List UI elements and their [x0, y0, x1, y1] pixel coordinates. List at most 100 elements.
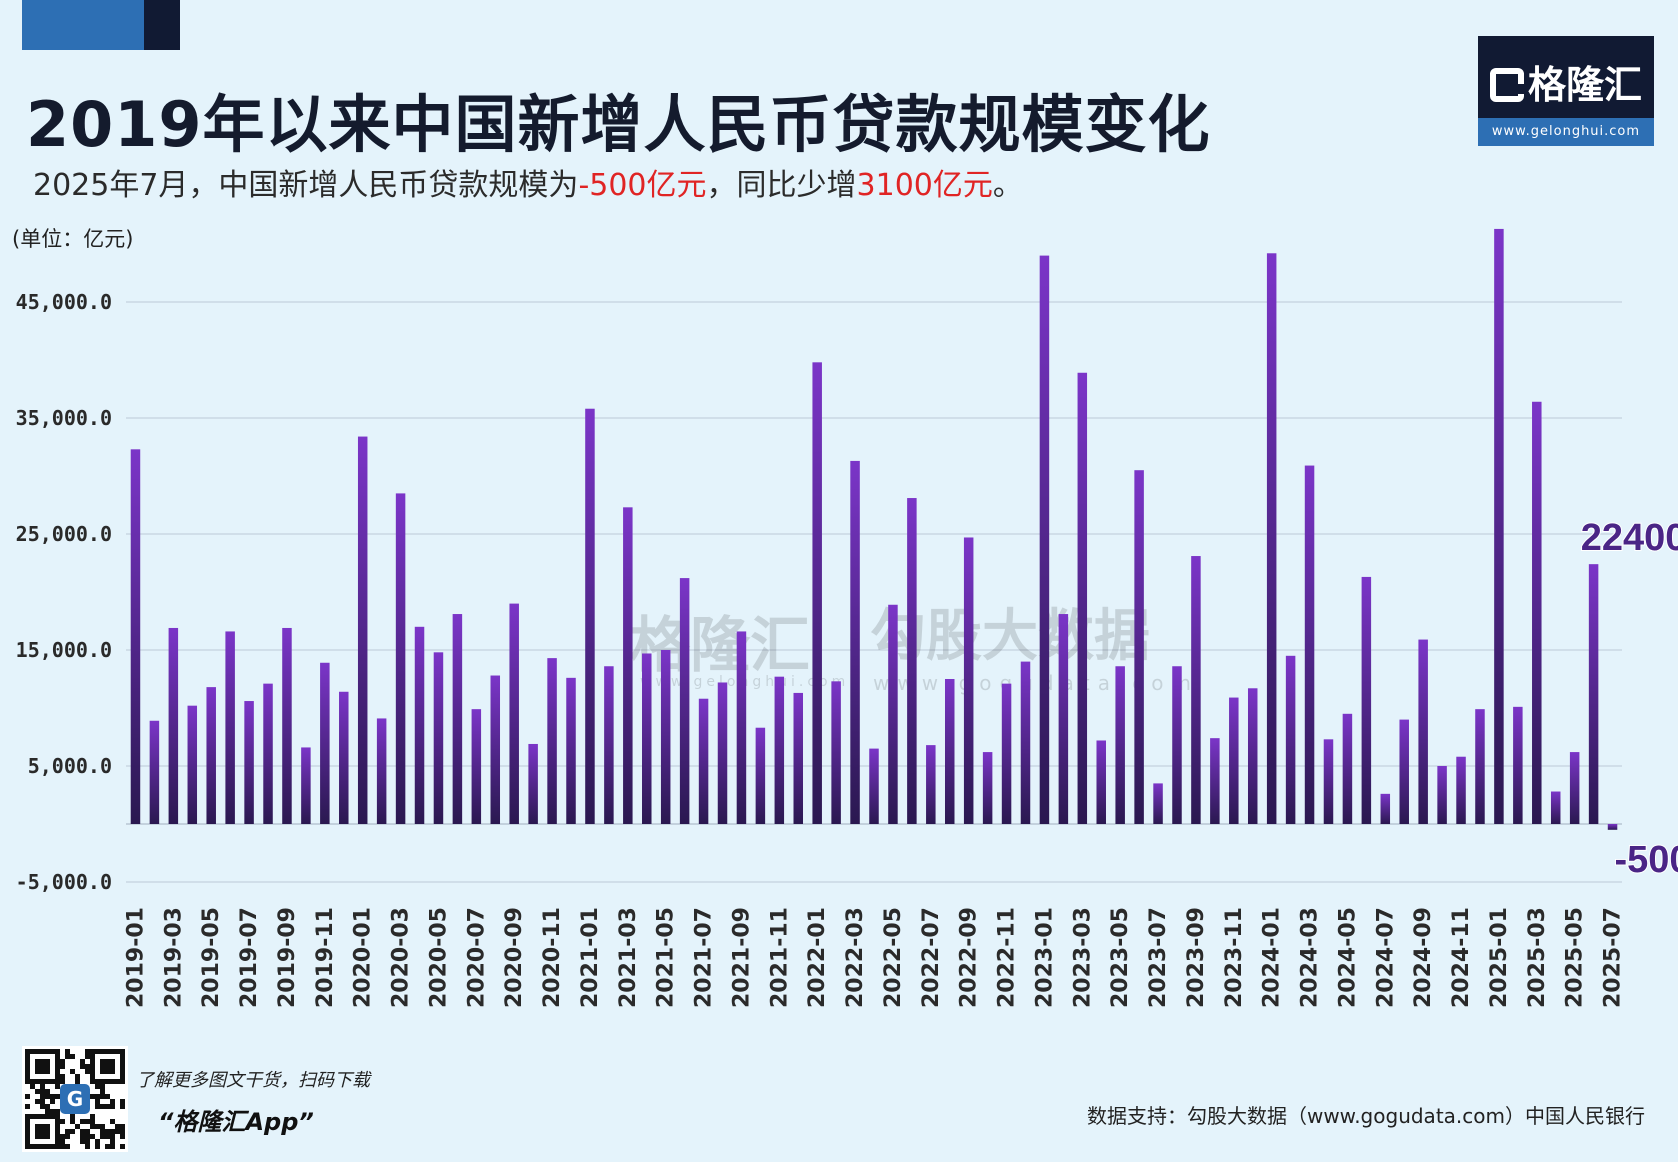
annotations: 22400 -500 [1580, 516, 1678, 882]
qr-module [100, 1089, 105, 1094]
chart-title: 2019年以来中国新增人民币贷款规模变化 [26, 88, 1211, 161]
x-tick-label: 2019-01 [123, 907, 148, 1008]
qr-module [80, 1119, 85, 1124]
qr-module [50, 1099, 55, 1104]
bar-2025-02 [1513, 706, 1523, 824]
qr-module [105, 1104, 110, 1109]
bar-2022-03 [850, 460, 860, 824]
qr-module [85, 1129, 90, 1134]
qr-module [120, 1144, 125, 1149]
x-tick-label: 2023-11 [1222, 907, 1247, 1008]
x-tick-label: 2023-01 [1032, 907, 1057, 1008]
qr-finder-center [35, 1059, 50, 1074]
x-tick-label: 2020-01 [351, 907, 376, 1008]
qr-module [90, 1134, 95, 1139]
bar-2024-08 [1399, 719, 1409, 824]
qr-module [40, 1104, 45, 1109]
qr-module [70, 1054, 75, 1059]
qr-module [105, 1134, 110, 1139]
watermark-gogudata: 勾股大数据 [870, 604, 1150, 669]
qr-module [85, 1144, 90, 1149]
qr-module [100, 1134, 105, 1139]
qr-module [55, 1084, 60, 1089]
x-tick-label: 2024-11 [1449, 907, 1474, 1008]
x-tick-label: 2024-05 [1335, 907, 1360, 1008]
qr-module [115, 1129, 120, 1134]
data-source: 数据支持：勾股大数据（www.gogudata.com）中国人民银行 [1086, 1104, 1645, 1128]
qr-module [40, 1094, 45, 1099]
chart-subtitle: 2025年7月，中国新增人民币贷款规模为-500亿元，同比少增3100亿元。 [33, 160, 1023, 204]
annotation-2025-06: 22400 [1581, 517, 1678, 559]
qr-module [95, 1099, 100, 1104]
qr-module [120, 1129, 125, 1134]
qr-module [95, 1094, 100, 1099]
qr-module [40, 1099, 45, 1104]
x-tick-label: 2021-03 [616, 907, 641, 1008]
qr-module [120, 1104, 125, 1109]
qr-module [75, 1124, 80, 1129]
bar-2023-12 [1247, 688, 1258, 824]
qr-module [120, 1124, 125, 1129]
qr-module [110, 1129, 115, 1134]
qr-module [30, 1084, 35, 1089]
qr-module [85, 1064, 90, 1069]
bar-2019-07 [244, 701, 254, 824]
bar-2022-09 [963, 537, 974, 824]
qr-module [70, 1129, 75, 1134]
qr-module [75, 1074, 80, 1079]
bar-2022-04 [869, 748, 879, 824]
qr-module [95, 1084, 100, 1089]
bar-2023-05 [1115, 666, 1125, 824]
qr-module [80, 1139, 85, 1144]
x-tick-label: 2022-05 [881, 907, 906, 1008]
bar-2019-04 [187, 705, 198, 824]
bar-2025-04 [1550, 791, 1561, 824]
qr-finder [25, 1049, 60, 1084]
bar-2022-02 [831, 681, 841, 824]
qr-module [70, 1119, 75, 1124]
qr-module [80, 1059, 85, 1064]
bar-2020-11 [547, 658, 557, 824]
x-tick-label: 2020-11 [540, 907, 565, 1008]
x-tick-label: 2020-07 [464, 907, 489, 1008]
bar-2022-08 [944, 679, 955, 824]
bar-2020-01 [357, 436, 368, 824]
x-tick-label: 2025-07 [1601, 907, 1626, 1008]
bar-2025-05 [1569, 752, 1580, 824]
qr-g-icon: G [60, 1084, 90, 1114]
bar-2024-03 [1304, 465, 1315, 824]
x-tick-label: 2023-03 [1070, 907, 1095, 1008]
bar-2021-11 [774, 676, 785, 824]
bar-2019-12 [339, 691, 349, 824]
x-tick-label: 2022-03 [843, 907, 868, 1008]
bar-2019-11 [320, 662, 330, 824]
bar-2023-08 [1172, 666, 1182, 824]
y-tick-label: 15,000.0 [16, 638, 112, 662]
bar-2025-07 [1607, 824, 1618, 830]
x-tick-label: 2024-03 [1298, 907, 1323, 1008]
qr-module [120, 1134, 125, 1139]
qr-module [115, 1124, 120, 1129]
qr-module [40, 1089, 45, 1094]
qr-module [100, 1094, 105, 1099]
bar-2020-04 [414, 626, 425, 824]
bar-2020-05 [433, 652, 444, 824]
qr-module [95, 1144, 100, 1149]
qr-module [105, 1094, 110, 1099]
bar-2019-06 [225, 631, 235, 824]
bar-2024-05 [1342, 713, 1353, 824]
bar-2020-02 [376, 718, 387, 824]
qr-finder [90, 1049, 125, 1084]
bar-2025-06 [1588, 564, 1599, 824]
unit-label: (单位：亿元) [12, 227, 134, 251]
x-tick-label: 2021-05 [654, 907, 679, 1008]
subtitle-value-yoy: 3100亿元 [856, 168, 993, 203]
x-tick-label: 2023-05 [1108, 907, 1133, 1008]
qr-module [95, 1104, 100, 1109]
subtitle-text-mid: ，同比少增 [706, 168, 857, 203]
bar-2023-07 [1153, 783, 1163, 824]
bar-2021-08 [717, 682, 728, 824]
qr-module [25, 1094, 30, 1099]
x-axis: 2019-01 2019-03 2019-05 2019-07 2019-09 2019-… [123, 907, 1625, 1008]
qr-module [55, 1109, 60, 1114]
